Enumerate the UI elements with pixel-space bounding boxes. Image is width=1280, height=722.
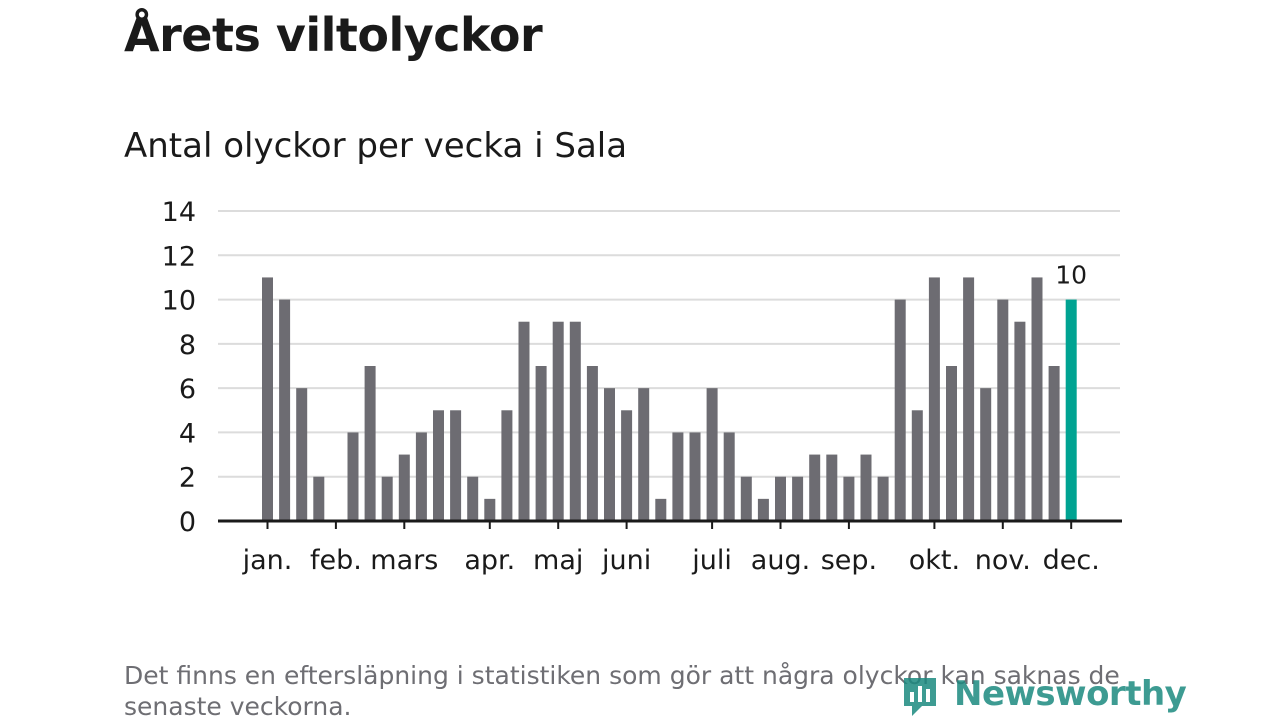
- bar: [963, 277, 975, 521]
- bar: [672, 432, 684, 521]
- bar: [980, 388, 992, 521]
- bar: [262, 277, 273, 521]
- x-tick-label: juli: [691, 545, 732, 576]
- bar: [775, 476, 786, 521]
- newsworthy-logo-icon: [900, 674, 940, 716]
- bar: [894, 299, 906, 521]
- x-tick-label: okt.: [909, 545, 960, 576]
- bar: [604, 388, 615, 521]
- x-tick-label: feb.: [310, 545, 362, 576]
- x-tick-label: juni: [601, 545, 651, 576]
- x-tick-label: dec.: [1043, 545, 1100, 576]
- bar: [535, 366, 547, 521]
- y-tick-label: 2: [179, 463, 196, 494]
- bar-value-label: 10: [1055, 261, 1087, 290]
- bar-highlight: [1065, 299, 1077, 521]
- x-tick-label: maj: [533, 545, 583, 576]
- bar-chart: 0 2 4 6 8 10 12 14 10 jan. feb. mars apr. maj juni ju…: [162, 197, 1122, 576]
- bar: [296, 388, 308, 521]
- x-tick-label: jan.: [242, 545, 293, 576]
- y-tick-label: 0: [179, 507, 196, 538]
- bar: [1031, 277, 1043, 521]
- x-axis: [218, 519, 1122, 529]
- bar: [740, 476, 752, 521]
- y-axis-ticks: 0 2 4 6 8 10 12 14: [162, 197, 196, 538]
- footnote: Det finns en eftersläpning i statistiken…: [124, 661, 1120, 721]
- bar: [911, 410, 923, 521]
- bar: [450, 410, 462, 521]
- bar: [689, 432, 701, 521]
- bar: [398, 454, 410, 521]
- bar: [757, 498, 769, 521]
- bar: [997, 299, 1009, 521]
- y-tick-label: 6: [179, 374, 196, 405]
- bar: [706, 388, 718, 521]
- bar: [586, 366, 598, 521]
- bar: [860, 454, 872, 521]
- y-tick-label: 12: [162, 241, 196, 272]
- bar: [877, 476, 889, 521]
- bar: [484, 498, 496, 521]
- y-tick-label: 8: [179, 330, 196, 361]
- bar: [826, 454, 838, 521]
- bar: [552, 321, 564, 521]
- bar: [467, 476, 479, 521]
- y-tick-label: 10: [162, 286, 196, 317]
- y-tick-label: 14: [162, 197, 196, 228]
- bar: [518, 321, 530, 521]
- bar: [946, 366, 957, 521]
- bar: [364, 366, 376, 521]
- brand-logo: Newsworthy: [900, 668, 1187, 720]
- bar: [569, 321, 581, 521]
- bar: [843, 476, 855, 521]
- x-tick-label: aug.: [751, 545, 810, 576]
- bar: [792, 476, 804, 521]
- bar: [723, 432, 735, 521]
- bar: [928, 277, 940, 521]
- chart-title: Årets viltolyckor: [124, 8, 543, 62]
- bars: 10: [262, 261, 1087, 521]
- y-tick-label: 4: [179, 418, 196, 449]
- x-tick-label: sep.: [821, 545, 877, 576]
- x-axis-month-labels: jan. feb. mars apr. maj juni juli aug. sep. okt. n…: [242, 545, 1100, 576]
- x-tick-label: apr.: [464, 545, 515, 576]
- chart-subtitle: Antal olyckor per vecka i Sala: [124, 126, 628, 166]
- x-tick-label: nov.: [975, 545, 1031, 576]
- bar: [501, 410, 513, 521]
- bar: [1048, 366, 1060, 521]
- bar: [415, 432, 427, 521]
- bar: [381, 476, 393, 521]
- bar: [621, 410, 633, 521]
- bar: [279, 299, 291, 521]
- bar: [313, 476, 325, 521]
- bar: [655, 498, 667, 521]
- bar: [809, 454, 821, 521]
- x-tick-label: mars: [370, 545, 438, 576]
- brand-name: Newsworthy: [954, 674, 1187, 714]
- bar: [433, 410, 444, 521]
- bar: [1014, 321, 1026, 521]
- bar: [347, 432, 359, 521]
- bar: [638, 388, 650, 521]
